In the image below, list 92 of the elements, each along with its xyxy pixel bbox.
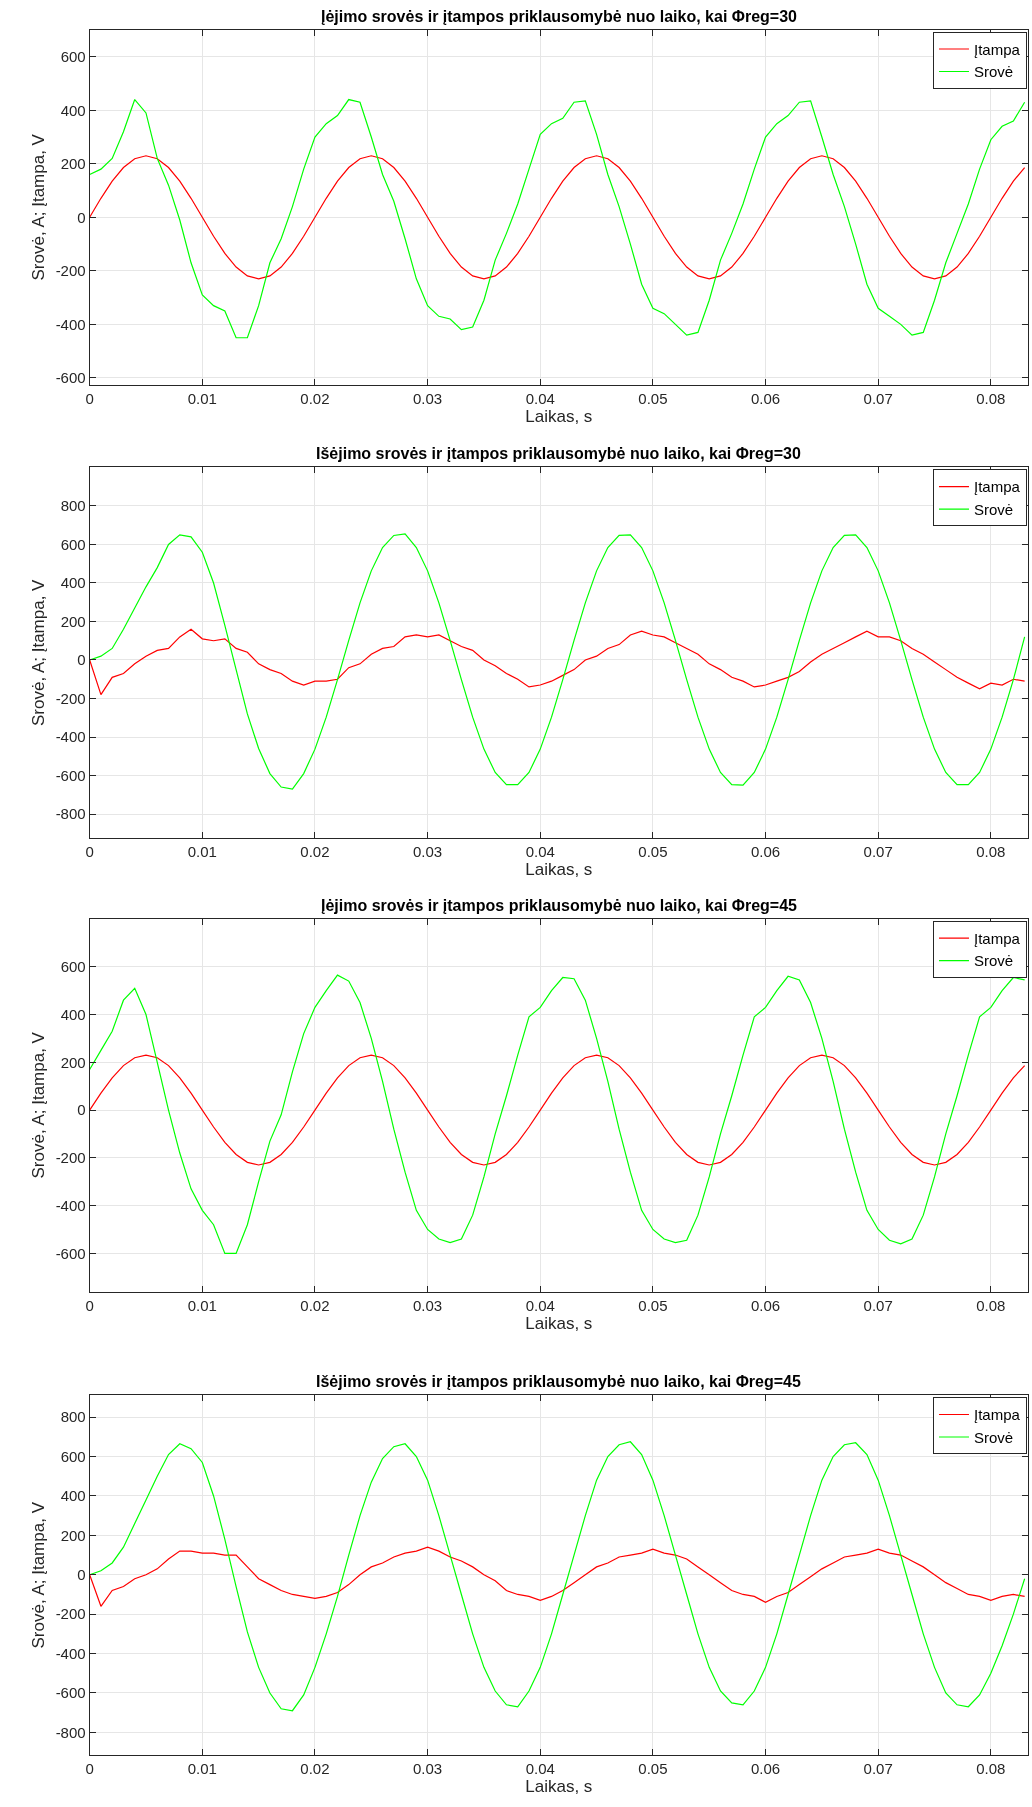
y-tick-label: 400: [60, 1487, 86, 1505]
x-tick-label: 0.02: [300, 389, 330, 407]
y-tick-label: -600: [55, 1244, 86, 1262]
y-tick-label: 400: [60, 1005, 86, 1023]
x-axis-title: Laikas, s: [525, 406, 593, 426]
x-tick-label: 0.02: [300, 1296, 330, 1314]
x-tick-label: 0.01: [187, 1760, 217, 1778]
y-tick-label: 400: [60, 574, 86, 592]
y-tick-label: -600: [55, 1684, 86, 1702]
y-tick-label: 0: [77, 1566, 86, 1584]
x-tick-label: 0.06: [750, 1760, 781, 1778]
x-tick-label: 0.04: [525, 389, 555, 407]
legend-label: Srovė: [973, 500, 1014, 518]
x-tick-label: 0.07: [863, 843, 893, 861]
line-series: [89, 1546, 1026, 1607]
x-tick-label: 0.06: [750, 389, 781, 407]
x-tick-label: 0.08: [976, 1760, 1006, 1778]
x-tick-label: 0.01: [187, 1296, 217, 1314]
chart-title: Įėjimo srovės ir įtampos priklausomybė nuo laiko, kai Φreg=45: [321, 897, 798, 914]
x-axis-title: Laikas, s: [525, 1313, 593, 1333]
line-series: [89, 1054, 1026, 1166]
legend-label: Įtampa: [973, 929, 1021, 947]
x-tick-label: 0.06: [750, 1296, 781, 1314]
y-tick-label: 200: [60, 1053, 86, 1071]
line-series: [89, 98, 1026, 339]
y-tick-label: -200: [55, 1149, 86, 1167]
chart-title: Įėjimo srovės ir įtampos priklausomybė nuo laiko, kai Φreg=30: [321, 8, 798, 25]
x-tick-label: 0.08: [976, 389, 1006, 407]
x-tick-label: 0.02: [300, 1760, 330, 1778]
y-tick-label: 800: [60, 497, 86, 515]
y-axis-title: Srovė, A; Įtampa, V: [29, 1501, 49, 1649]
x-tick-label: 0.05: [638, 843, 668, 861]
x-axis-title: Laikas, s: [525, 1777, 593, 1797]
y-tick-label: 0: [77, 208, 86, 226]
x-tick-label: 0.06: [750, 843, 781, 861]
y-tick-label: -400: [55, 728, 86, 746]
chart-title: Išėjimo srovės ir įtampos priklausomybė nuo laiko, kai Φreg=30: [316, 445, 801, 462]
y-tick-label: 600: [60, 1447, 86, 1465]
x-tick-label: 0.04: [525, 843, 555, 861]
x-tick-label: 0.03: [413, 1296, 443, 1314]
x-tick-label: 0.03: [413, 389, 443, 407]
x-tick-label: 0.05: [638, 1760, 668, 1778]
legend-label: Įtampa: [973, 1406, 1021, 1424]
line-series: [89, 974, 1026, 1254]
x-tick-label: 0.08: [976, 843, 1006, 861]
y-tick-label: -600: [55, 766, 86, 784]
y-tick-label: -400: [55, 1196, 86, 1214]
x-tick-label: 0.02: [300, 843, 330, 861]
y-tick-label: 400: [60, 101, 86, 119]
y-tick-label: 600: [60, 535, 86, 553]
x-tick-label: 0.03: [413, 1760, 443, 1778]
x-tick-label: 0.05: [638, 1296, 668, 1314]
x-tick-label: 0.08: [976, 1296, 1006, 1314]
y-tick-label: 200: [60, 155, 86, 173]
y-tick-label: 200: [60, 1526, 86, 1544]
x-tick-label: 0.01: [187, 389, 217, 407]
y-axis-title: Srovė, A; Įtampa, V: [29, 1031, 49, 1179]
y-tick-label: -200: [55, 689, 86, 707]
y-axis-title: Srovė, A; Įtampa, V: [29, 578, 49, 727]
y-tick-label: 800: [60, 1408, 86, 1426]
y-tick-label: -400: [55, 315, 86, 333]
line-series: [89, 155, 1026, 280]
legend-label: Srovė: [973, 1428, 1014, 1446]
x-tick-label: 0.07: [863, 389, 893, 407]
y-tick-label: 600: [60, 958, 86, 975]
y-tick-label: -200: [55, 262, 86, 280]
legend-label: Srovė: [973, 952, 1014, 970]
legend-label: Srovė: [973, 63, 1014, 81]
y-tick-label: 0: [77, 651, 86, 669]
y-tick-label: 0: [77, 1101, 86, 1119]
y-tick-label: -800: [55, 1723, 86, 1741]
x-tick-label: 0.04: [525, 1760, 555, 1778]
x-tick-label: 0.05: [638, 389, 668, 407]
legend-label: Įtampa: [973, 478, 1021, 496]
y-tick-label: -600: [55, 369, 86, 387]
y-tick-label: -400: [55, 1644, 86, 1662]
x-axis-title: Laikas, s: [525, 860, 593, 880]
legend-label: Įtampa: [973, 40, 1021, 58]
y-tick-label: -200: [55, 1605, 86, 1623]
y-tick-label: -800: [55, 805, 86, 823]
y-axis-title: Srovė, A; Įtampa, V: [29, 133, 49, 281]
y-tick-label: 200: [60, 612, 86, 630]
x-tick-label: 0.07: [863, 1296, 893, 1314]
x-tick-label: 0.03: [413, 843, 443, 861]
x-tick-label: 0.04: [525, 1296, 555, 1314]
chart-title: Išėjimo srovės ir įtampos priklausomybė nuo laiko, kai Φreg=45: [316, 1373, 801, 1390]
x-tick-label: 0.07: [863, 1760, 893, 1778]
line-series: [89, 533, 1026, 790]
y-tick-label: 600: [60, 47, 86, 65]
line-series: [89, 1441, 1026, 1712]
line-series: [89, 628, 1026, 696]
x-tick-label: 0.01: [187, 843, 217, 861]
